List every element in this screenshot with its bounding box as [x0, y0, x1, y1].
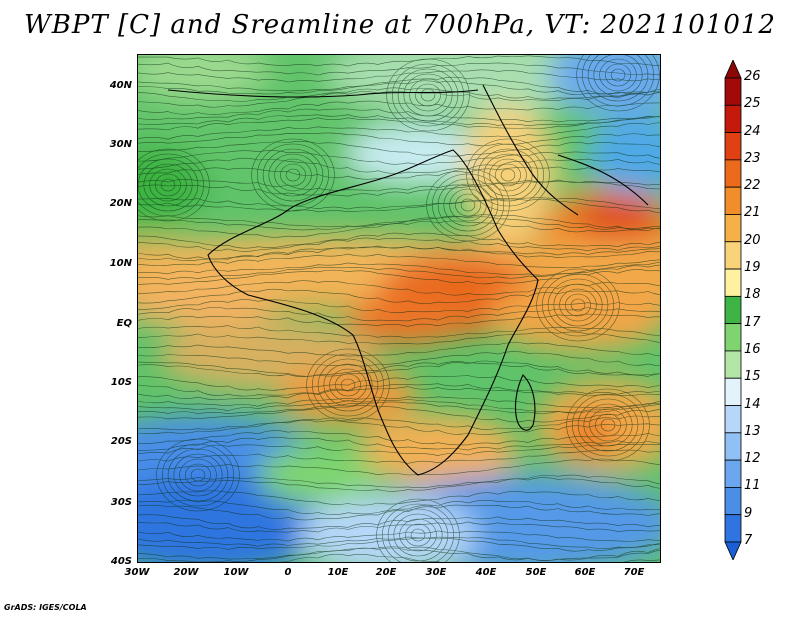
colorbar-arrow-max	[724, 60, 742, 79]
colorbar-swatch	[724, 295, 742, 325]
colorbar-swatch	[724, 323, 742, 352]
colorbar-label: 18	[744, 287, 761, 303]
wbpt-streamline-field	[138, 55, 660, 562]
streamlines	[138, 55, 660, 562]
colorbar-label: 26	[744, 69, 761, 84]
colorbar-label: 23	[744, 150, 761, 166]
lon-tick-20w: 20W	[173, 567, 199, 578]
lat-tick-10s: 10S	[110, 377, 132, 388]
colorbar-label: 17	[744, 314, 761, 330]
colorbar-label: 14	[744, 396, 761, 412]
lat-tick-30s: 30S	[110, 497, 132, 508]
lon-tick-20e: 20E	[375, 567, 397, 578]
colorbar-swatch	[724, 159, 742, 188]
lat-tick-10n: 10N	[109, 258, 132, 269]
colorbar-swatch	[724, 405, 742, 434]
colorbar-swatch	[724, 186, 742, 215]
colorbar-label: 9	[744, 505, 753, 521]
colorbar	[724, 60, 742, 560]
colorbar-swatch	[724, 514, 742, 543]
colorbar-label: 12	[744, 451, 761, 467]
colorbar-label: 13	[744, 423, 761, 439]
lat-tick-20n: 20N	[109, 198, 132, 209]
colorbar-swatch	[724, 432, 742, 461]
lon-tick-10w: 10W	[223, 567, 249, 578]
colorbar-swatch	[724, 104, 742, 133]
colorbar-label: 16	[744, 341, 761, 357]
colorbar-label: 7	[744, 533, 753, 548]
colorbar-swatch	[724, 487, 742, 516]
lat-tick-30n: 30N	[109, 139, 132, 150]
colorbar-label: 20	[744, 232, 761, 248]
colorbar-arrow-min	[724, 541, 742, 560]
colorbar-swatch	[724, 377, 742, 406]
colorbar-label: 15	[744, 369, 761, 385]
colorbar-label: 25	[744, 96, 761, 112]
coastlines	[167, 84, 649, 476]
footer-credit: GrADS: IGES/COLA	[4, 603, 87, 612]
colorbar-swatch	[724, 77, 742, 106]
colorbar-label: 24	[744, 123, 761, 139]
lon-tick-70e: 70E	[623, 567, 645, 578]
colorbar-swatch	[724, 241, 742, 270]
lon-tick-60e: 60E	[574, 567, 596, 578]
colorbar-swatch	[724, 214, 742, 243]
colorbar-swatch	[724, 132, 742, 161]
colorbar-label: 11	[744, 478, 761, 494]
lon-tick-10e: 10E	[327, 567, 349, 578]
lon-tick-30e: 30E	[425, 567, 447, 578]
colorbar-label: 22	[744, 178, 761, 194]
lon-tick-40e: 40E	[475, 567, 497, 578]
map-title: WBPT [C] and Sreamline at 700hPa, VT: 20…	[24, 10, 776, 40]
colorbar-label: 21	[744, 205, 761, 221]
colorbar-swatch	[724, 268, 742, 297]
lon-tick-0: 0	[284, 567, 292, 578]
lat-tick-eq: EQ	[116, 318, 132, 329]
colorbar-swatch	[724, 350, 742, 379]
map-plot-area	[137, 54, 661, 563]
lon-tick-30w: 30W	[124, 567, 150, 578]
colorbar-swatch	[724, 459, 742, 488]
colorbar-label: 19	[744, 260, 761, 276]
lat-tick-20s: 20S	[110, 436, 132, 447]
lon-tick-50e: 50E	[525, 567, 547, 578]
lat-tick-40n: 40N	[109, 80, 132, 91]
lat-tick-40s: 40S	[110, 556, 132, 567]
